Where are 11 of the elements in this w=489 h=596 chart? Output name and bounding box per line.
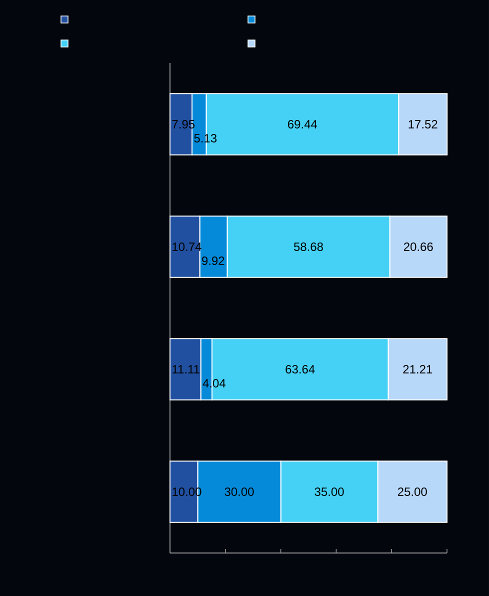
data-label: 30.00 (224, 488, 254, 496)
data-label: 17.52 (408, 120, 438, 128)
data-label: 20.66 (404, 242, 433, 251)
data-label: 58.68 (294, 242, 323, 251)
data-label: 35.00 (314, 488, 344, 496)
data-label: 63.64 (286, 365, 315, 374)
data-label: 9.92 (202, 256, 224, 265)
data-label: 69.44 (288, 120, 318, 128)
data-label: 11.11 (172, 365, 200, 374)
data-label: 25.00 (398, 488, 427, 496)
data-label: 21.21 (403, 365, 432, 374)
